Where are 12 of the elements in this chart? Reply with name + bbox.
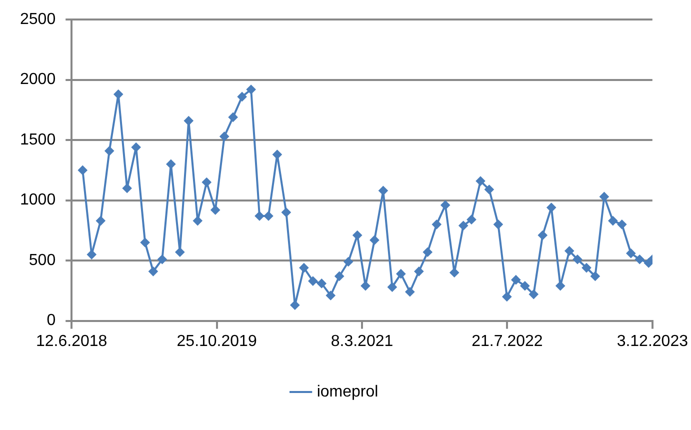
x-tick-label: 3.12.2023 (616, 332, 688, 350)
y-tick-label: 1000 (20, 192, 56, 209)
y-tick-label: 500 (28, 252, 56, 269)
legend-label: iomeprol (316, 383, 378, 400)
x-tick-label: 25.10.2019 (176, 332, 257, 350)
x-tick-label: 8.3.2021 (330, 332, 394, 350)
y-tick-label: 1500 (20, 131, 56, 148)
x-tick-label: 12.6.2018 (36, 332, 108, 350)
y-tick-label: 2000 (20, 71, 56, 88)
y-tick-label: 0 (46, 312, 56, 330)
y-tick-label: 2500 (20, 11, 56, 28)
x-tick-label: 21.7.2022 (472, 332, 543, 350)
